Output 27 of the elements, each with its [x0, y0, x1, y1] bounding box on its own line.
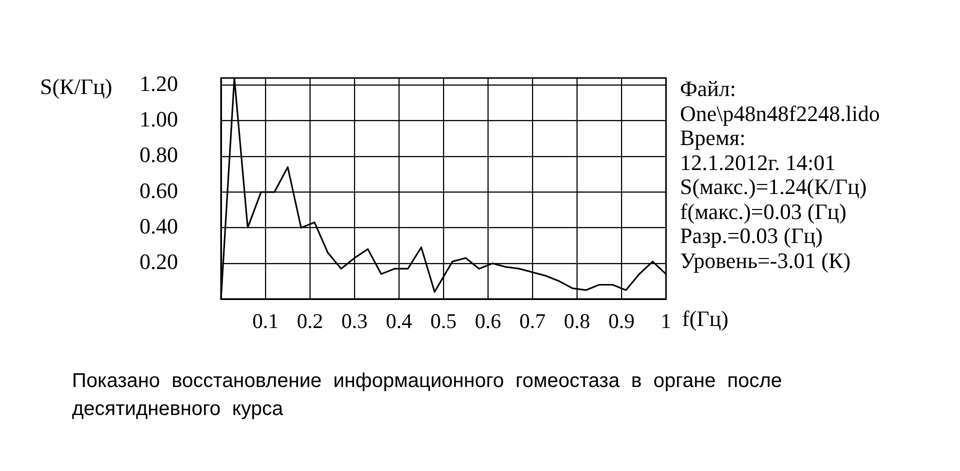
- text: Файл:: [680, 76, 736, 101]
- text: Разр.=0.03 (Гц): [680, 223, 823, 248]
- text: Время:: [680, 125, 746, 150]
- text: Уровень=-3.01 (К): [680, 248, 851, 272]
- x-tick-label: 0.6: [474, 309, 502, 334]
- x-tick-label: 0.2: [296, 309, 324, 334]
- x-tick-label: 1: [660, 309, 672, 334]
- text: One\p48n48f2248.lido: [680, 100, 880, 126]
- y-tick-label: 0.40: [140, 213, 178, 238]
- x-tick-label: 0.5: [430, 309, 457, 334]
- x-tick-label: 0.3: [341, 309, 368, 334]
- y-tick-label: 0.80: [140, 142, 178, 168]
- x-tick-label: 0.9: [608, 309, 635, 334]
- y-tick-label: 1.00: [140, 106, 178, 132]
- x-tick-label: 0.4: [386, 309, 413, 334]
- y-tick-label: 1.20: [140, 70, 178, 96]
- text: S(макс.)=1.24(К/Гц): [680, 174, 867, 199]
- text: 12.1.2012г. 14:01: [680, 150, 836, 174]
- x-tick-label: 0.7: [519, 309, 546, 334]
- x-axis-title: f(Гц): [682, 306, 728, 331]
- text: f(макс.)=0.03 (Гц): [680, 198, 846, 224]
- text: Показано восстановление информационного гомеостаза в органе после десятидневного курса: [72, 369, 784, 422]
- x-tick-label: 0.8: [564, 309, 590, 334]
- y-tick-label: 0.20: [140, 249, 178, 274]
- x-tick-label: 0.1: [252, 309, 279, 334]
- y-axis-title: S(К/Гц): [40, 74, 112, 100]
- y-tick-label: 0.60: [140, 178, 178, 203]
